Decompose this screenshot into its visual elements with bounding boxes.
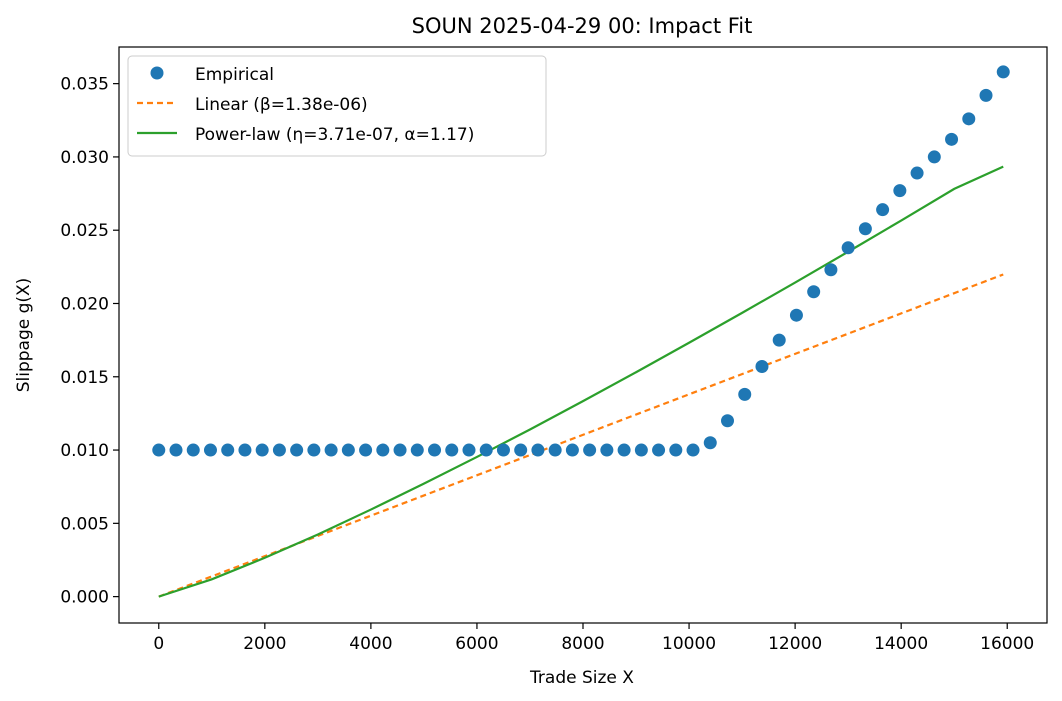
empirical-point: [945, 132, 959, 146]
empirical-point: [841, 241, 855, 255]
x-tick-label: 16000: [980, 634, 1034, 654]
empirical-point: [272, 443, 286, 457]
x-axis: 0 2000 4000 6000 8000 10000 12000 14000 16000: [153, 623, 1034, 654]
power-law-fit-line: [158, 165, 1004, 598]
empirical-point: [152, 443, 166, 457]
y-tick-label: 0.000: [60, 588, 109, 608]
empirical-point: [359, 443, 373, 457]
empirical-point: [738, 387, 752, 401]
empirical-point: [996, 65, 1010, 79]
legend-label-linear: Linear (β=1.38e-06): [195, 95, 368, 115]
legend-label-empirical: Empirical: [195, 65, 274, 85]
empirical-point: [755, 360, 769, 374]
y-tick-label: 0.020: [60, 294, 109, 314]
empirical-point: [255, 443, 269, 457]
empirical-point: [876, 203, 890, 217]
y-tick-label: 0.005: [60, 514, 109, 534]
x-tick-label: 12000: [768, 634, 822, 654]
empirical-point: [410, 443, 424, 457]
empirical-point: [721, 414, 735, 428]
empirical-point: [565, 443, 579, 457]
empirical-point: [307, 443, 321, 457]
empirical-point: [789, 308, 803, 322]
empirical-point: [169, 443, 183, 457]
empirical-point: [703, 436, 717, 450]
empirical-point: [910, 166, 924, 180]
plot-area: [152, 65, 1010, 598]
empirical-point: [893, 184, 907, 198]
x-tick-label: 6000: [455, 634, 498, 654]
empirical-point: [186, 443, 200, 457]
y-tick-label: 0.010: [60, 441, 109, 461]
legend-marker-empirical: [150, 66, 164, 80]
y-tick-label: 0.030: [60, 148, 109, 168]
x-tick-label: 8000: [561, 634, 604, 654]
empirical-point: [462, 443, 476, 457]
x-tick-label: 2000: [243, 634, 286, 654]
empirical-point: [531, 443, 545, 457]
empirical-point: [772, 333, 786, 347]
legend-label-power-law: Power-law (η=3.71e-07, α=1.17): [195, 125, 474, 145]
empirical-point: [927, 150, 941, 164]
empirical-point: [686, 443, 700, 457]
empirical-point: [858, 222, 872, 236]
y-axis: 0.000 0.005 0.010 0.015 0.020 0.025 0.030 0.035: [60, 75, 119, 608]
empirical-point: [652, 443, 666, 457]
empirical-point: [634, 443, 648, 457]
empirical-point: [669, 443, 683, 457]
empirical-point: [496, 443, 510, 457]
empirical-point: [514, 443, 528, 457]
y-tick-label: 0.025: [60, 221, 109, 241]
x-tick-label: 4000: [349, 634, 392, 654]
empirical-point: [583, 443, 597, 457]
empirical-point: [341, 443, 355, 457]
empirical-point: [324, 443, 338, 457]
empirical-point: [203, 443, 217, 457]
empirical-point: [548, 443, 562, 457]
y-axis-label: Slippage g(X): [14, 278, 34, 393]
empirical-point: [376, 443, 390, 457]
empirical-point: [807, 285, 821, 299]
x-tick-label: 10000: [662, 634, 716, 654]
y-tick-label: 0.015: [60, 368, 109, 388]
legend-box: [127, 55, 547, 157]
chart-title: SOUN 2025-04-29 00: Impact Fit: [412, 14, 753, 38]
empirical-point: [824, 263, 838, 277]
empirical-point: [600, 443, 614, 457]
empirical-point: [479, 443, 493, 457]
x-tick-label: 14000: [874, 634, 928, 654]
legend: Empirical Linear (β=1.38e-06) Power-law …: [127, 55, 547, 157]
x-tick-label: 0: [153, 634, 164, 654]
empirical-point: [979, 88, 993, 102]
empirical-point: [290, 443, 304, 457]
empirical-point: [221, 443, 235, 457]
empirical-point: [238, 443, 252, 457]
y-tick-label: 0.035: [60, 75, 109, 95]
x-axis-label: Trade Size X: [529, 668, 634, 688]
empirical-point: [962, 112, 976, 126]
empirical-point: [428, 443, 442, 457]
empirical-point: [617, 443, 631, 457]
empirical-point: [393, 443, 407, 457]
empirical-point: [445, 443, 459, 457]
